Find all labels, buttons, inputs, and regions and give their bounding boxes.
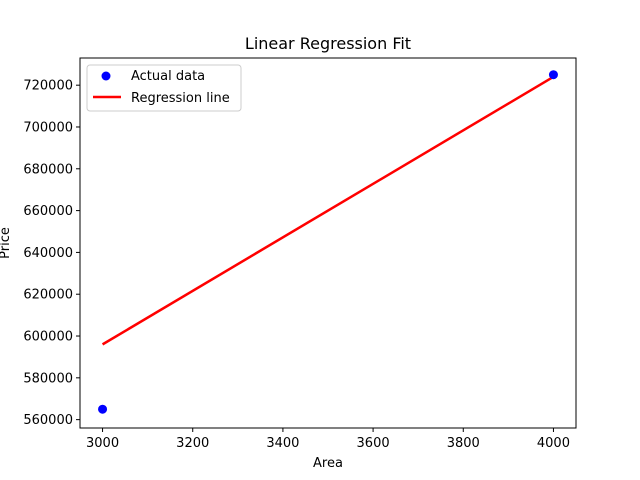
- y-tick-label: 640000: [23, 246, 73, 261]
- x-tick-label: 3800: [447, 436, 480, 451]
- y-tick-label: 680000: [23, 162, 73, 177]
- x-tick-label: 3600: [357, 436, 390, 451]
- chart-title: Linear Regression Fit: [245, 34, 411, 53]
- regression-line: [101, 75, 555, 346]
- plot-frame: [79, 57, 577, 429]
- y-tick-label: 660000: [23, 204, 73, 219]
- x-tick-label: 3400: [266, 436, 299, 451]
- legend: Actual data Regression line: [86, 64, 242, 112]
- plot-layer: [98, 70, 558, 414]
- tick-layer: 3000 3200 3400 3600 3800 4000 560000 580000 6000…: [23, 79, 570, 451]
- x-axis-label: Area: [313, 456, 343, 471]
- x-tick-label: 4000: [537, 436, 570, 451]
- legend-marker-actual-data: [101, 71, 111, 81]
- x-tick-label: 3200: [176, 436, 209, 451]
- y-tick-label: 700000: [23, 120, 73, 135]
- legend-label-regression-line: Regression line: [131, 91, 230, 106]
- y-tick-label: 560000: [23, 413, 73, 428]
- y-tick-label: 600000: [23, 330, 73, 345]
- x-tick-label: 3000: [86, 436, 119, 451]
- y-axis-label: Price: [0, 227, 13, 259]
- y-tick-label: 620000: [23, 288, 73, 303]
- legend-box: [86, 64, 242, 112]
- data-point: [98, 404, 108, 414]
- legend-label-actual-data: Actual data: [131, 69, 205, 84]
- y-tick-label: 580000: [23, 371, 73, 386]
- data-point: [548, 70, 558, 80]
- y-tick-label: 720000: [23, 79, 73, 94]
